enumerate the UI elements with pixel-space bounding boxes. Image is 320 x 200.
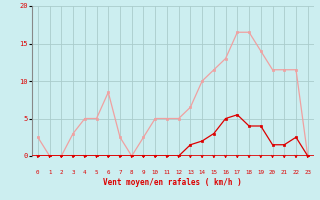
- X-axis label: Vent moyen/en rafales ( km/h ): Vent moyen/en rafales ( km/h ): [103, 178, 242, 187]
